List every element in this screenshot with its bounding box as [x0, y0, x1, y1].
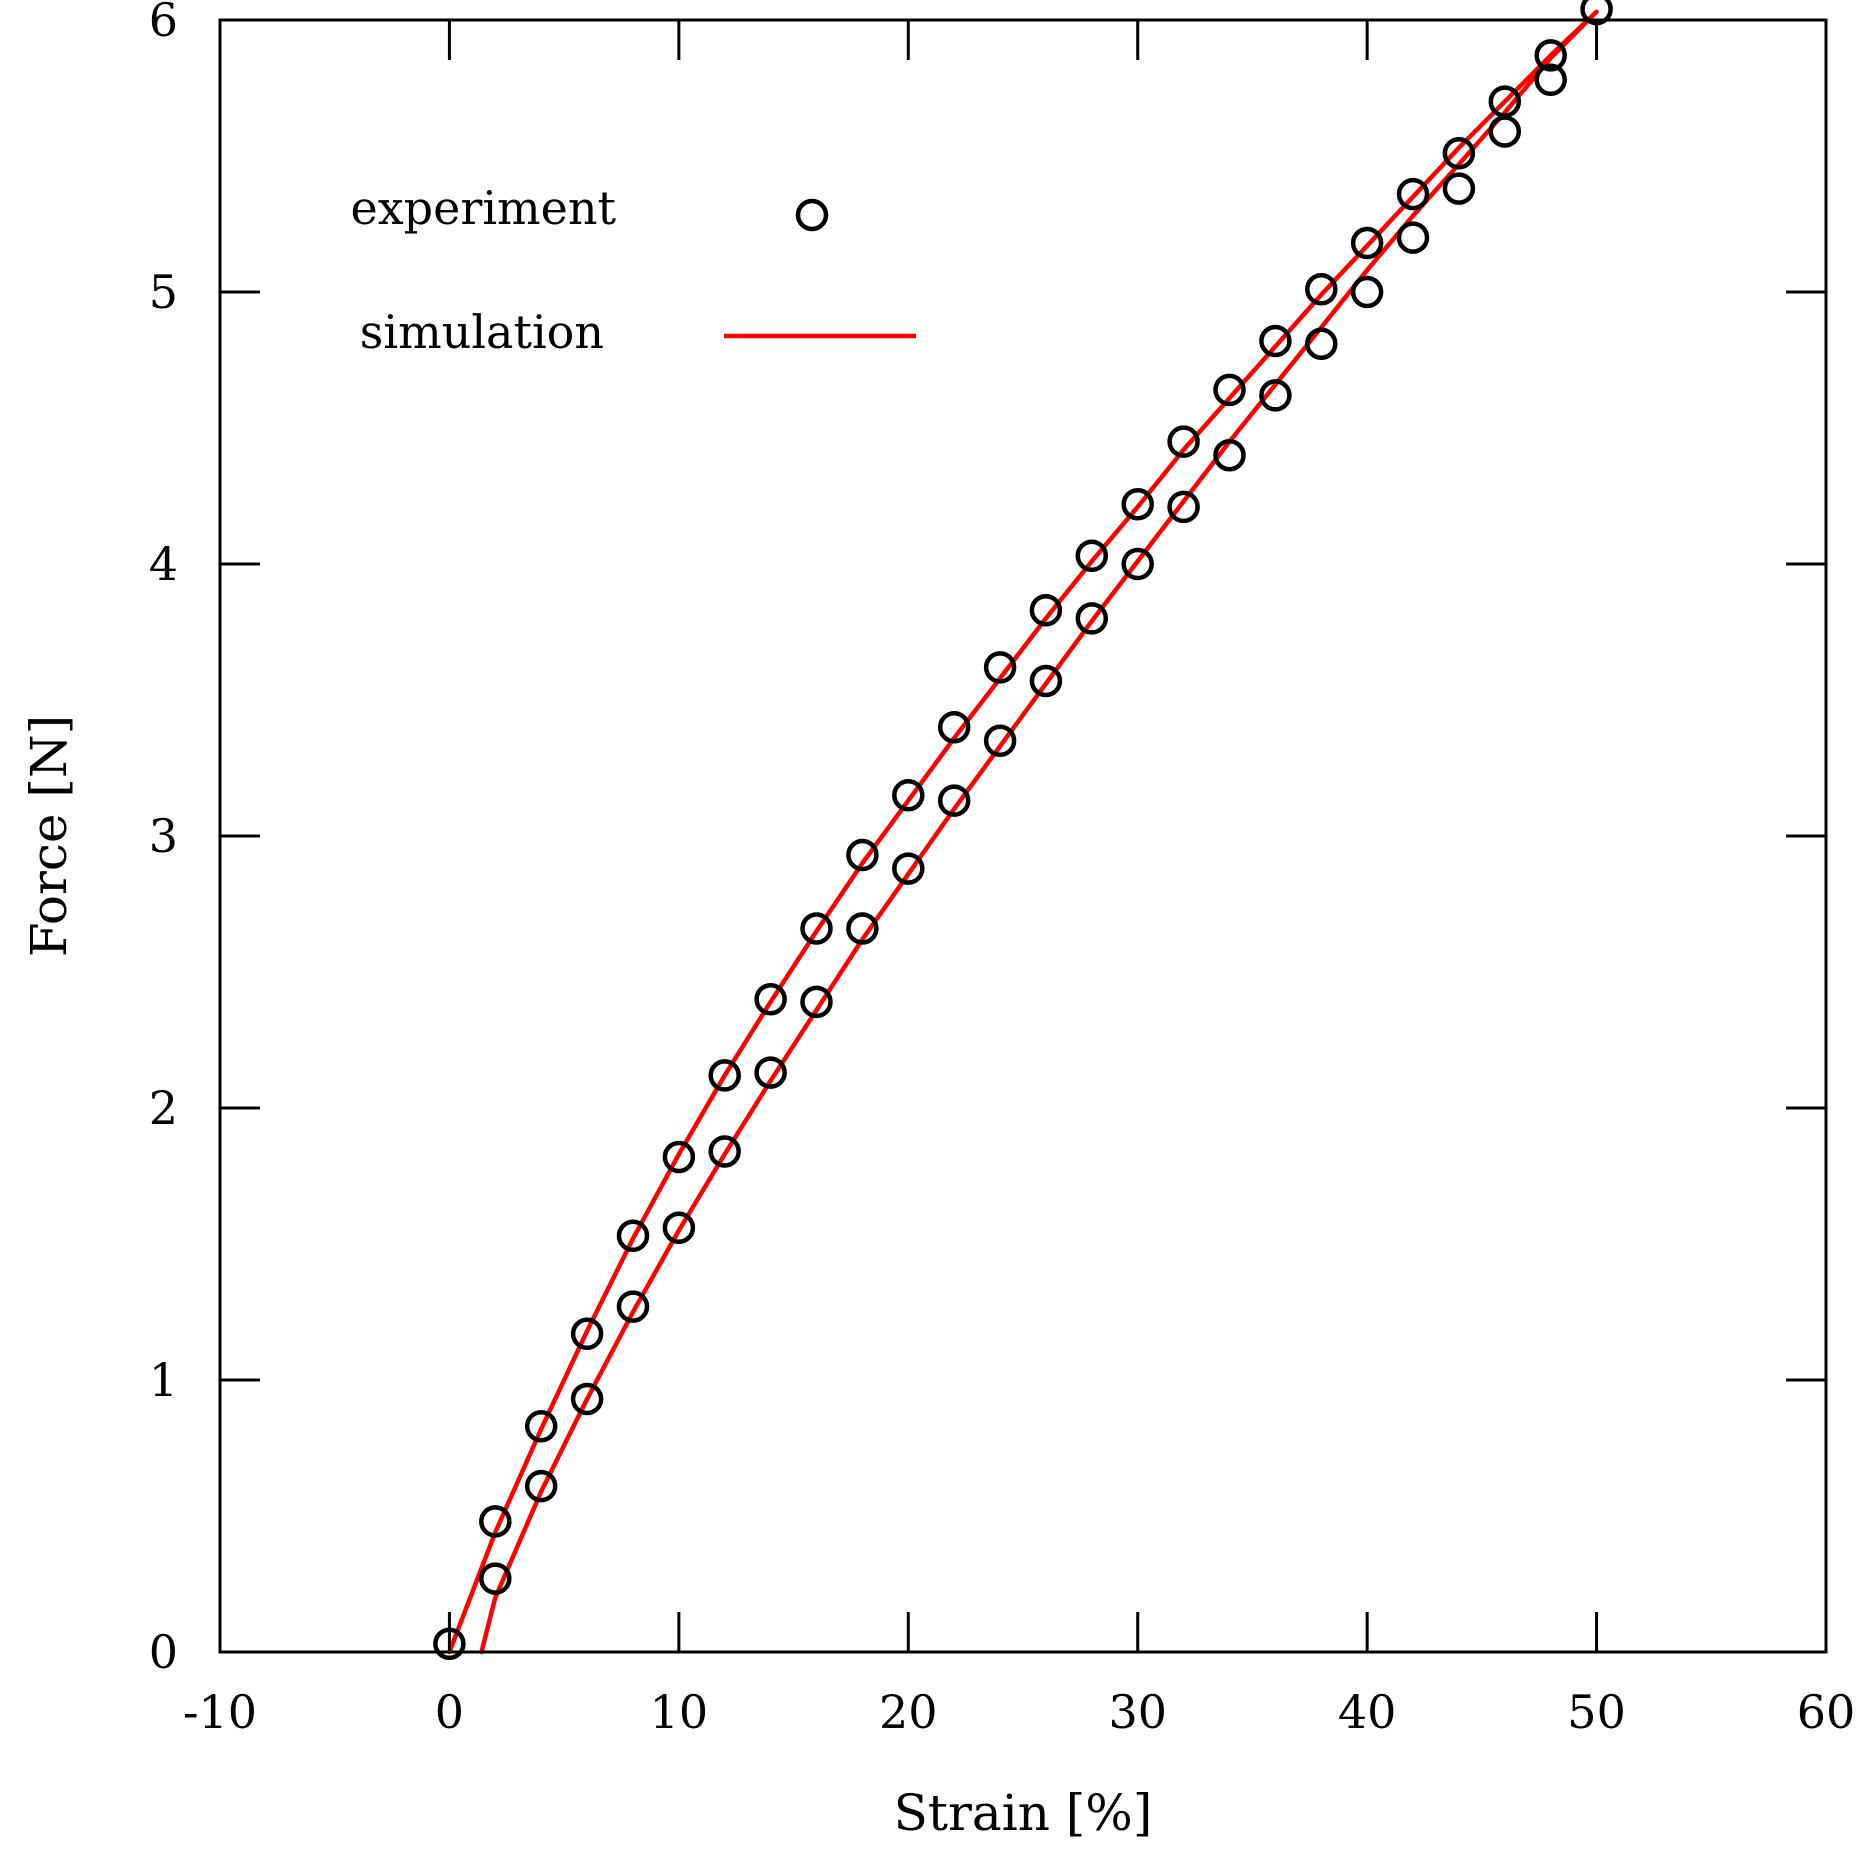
experiment-point	[1029, 593, 1063, 627]
experiment-point	[937, 710, 971, 744]
experiment-point	[1259, 379, 1292, 412]
experiment-point	[662, 1211, 696, 1244]
experiment-point	[1167, 490, 1200, 524]
experiment-point	[1442, 172, 1476, 205]
legend-label-experiment: experiment	[351, 181, 617, 235]
plot-frame	[218, 18, 1828, 1654]
experiment-point	[479, 1505, 512, 1538]
x-axis-label: Strain [%]	[894, 1784, 1153, 1842]
experiment-point	[1534, 63, 1567, 97]
x-tick-label: 20	[879, 1685, 938, 1739]
experiment-point	[1029, 664, 1063, 698]
experiment-point	[937, 784, 971, 817]
experiment-point	[1075, 602, 1109, 635]
experiment-point	[1305, 327, 1338, 360]
x-tick-label: 10	[650, 1685, 709, 1739]
experiment-point	[1075, 539, 1109, 573]
y-tick-label: 3	[149, 809, 178, 863]
experiment-point	[1350, 275, 1384, 309]
experiment-point	[892, 778, 925, 812]
experiment-point	[524, 1409, 558, 1443]
y-tick-label: 0	[149, 1625, 178, 1679]
experiment-point	[1350, 226, 1384, 260]
experiment-point	[983, 651, 1017, 684]
experiment-point	[1305, 273, 1338, 306]
experiment-point	[616, 1290, 650, 1323]
experiment-point	[1213, 373, 1246, 407]
experiment-point	[1259, 324, 1292, 358]
experiment-point	[800, 912, 833, 945]
y-axis-label: Force [N]	[20, 715, 78, 957]
x-tick-label: 0	[435, 1685, 464, 1739]
experiment-point	[754, 982, 787, 1016]
x-tick-label: 40	[1338, 1685, 1397, 1739]
simulation-line	[447, 9, 1599, 1655]
experiment-point	[1534, 39, 1567, 72]
experiment-point	[800, 985, 833, 1019]
experiment-point	[1167, 425, 1200, 458]
experiment-point	[892, 852, 925, 885]
experiment-point	[708, 1135, 741, 1168]
y-tick-label: 4	[149, 537, 178, 591]
experiment-point	[708, 1059, 741, 1092]
experiment-point	[846, 912, 879, 945]
experiment-point	[1213, 438, 1246, 472]
experiment-point	[570, 1317, 604, 1351]
experiment-point	[1442, 137, 1476, 170]
experiment-point	[479, 1562, 512, 1595]
y-tick-label: 1	[149, 1353, 178, 1407]
y-tick-label: 6	[149, 0, 178, 47]
x-tick-label: 50	[1567, 1685, 1626, 1739]
legend-marker-experiment	[795, 198, 829, 232]
experiment-point	[662, 1140, 696, 1174]
experiment-point	[1488, 85, 1522, 118]
experiment-point	[754, 1056, 787, 1089]
x-tick-label: 30	[1108, 1685, 1167, 1739]
experiment-point	[983, 724, 1017, 758]
x-tick-label: 60	[1797, 1685, 1856, 1739]
experiment-point	[1396, 221, 1430, 254]
experiment-point	[524, 1469, 558, 1503]
experiment-point	[1121, 547, 1154, 581]
y-tick-label: 2	[149, 1081, 178, 1135]
legend-label-simulation: simulation	[360, 305, 604, 359]
experiment-point	[1488, 115, 1522, 148]
experiment-point	[1396, 177, 1430, 211]
experiment-point	[570, 1382, 604, 1416]
experiment-point	[1121, 487, 1154, 521]
plot-marks	[433, 0, 1613, 1661]
legend: experiment simulation	[351, 181, 916, 359]
y-tick-label: 5	[149, 265, 178, 319]
experiment-point	[846, 838, 879, 872]
experiment-point	[616, 1219, 650, 1253]
x-tick-label: -10	[183, 1685, 257, 1739]
